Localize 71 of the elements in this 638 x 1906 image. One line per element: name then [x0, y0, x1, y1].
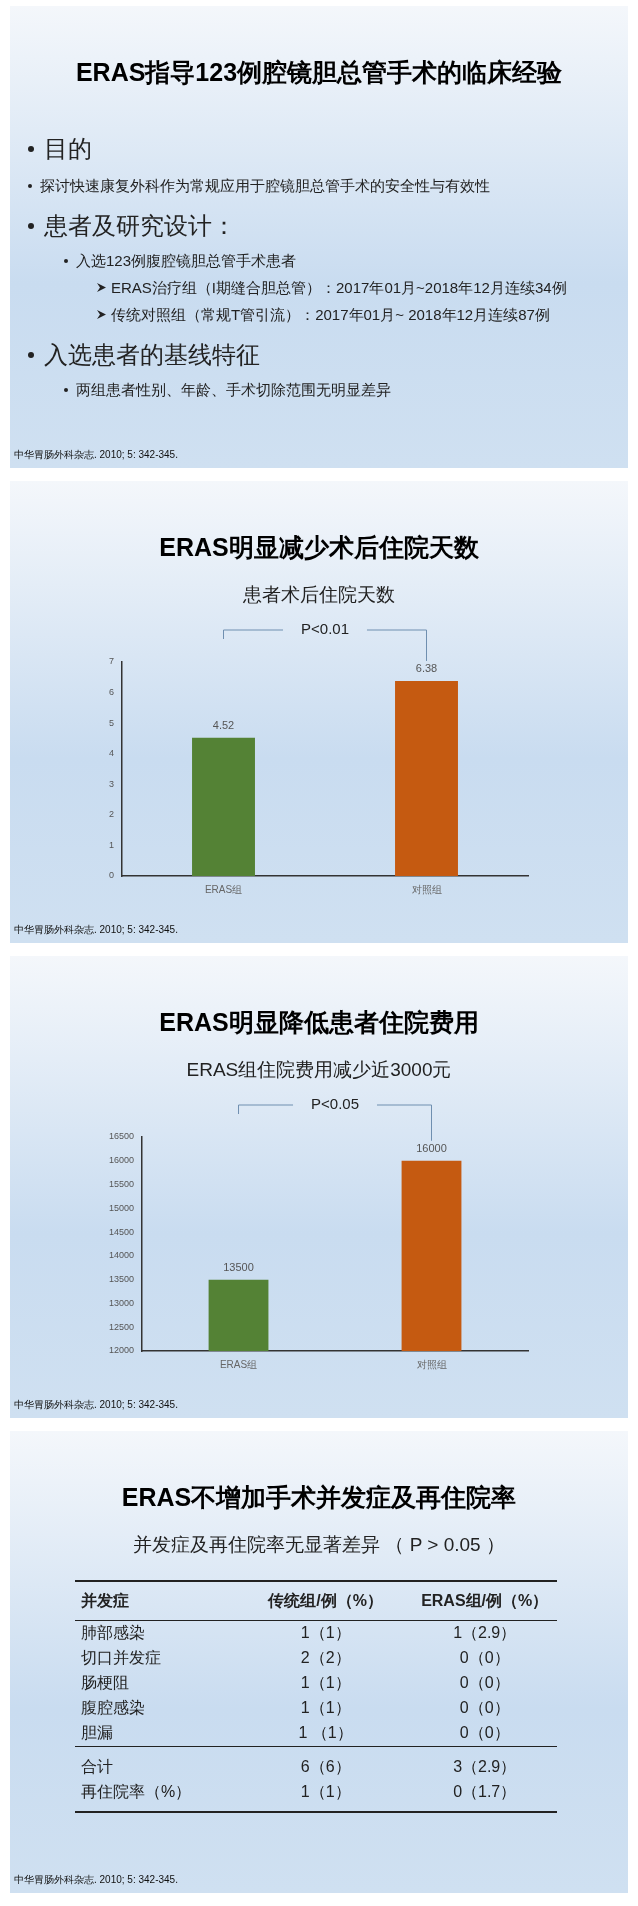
y-tick-label: 4	[108, 748, 115, 759]
text: 1（1）	[238, 1780, 413, 1812]
y-tick-label: 16500	[109, 1131, 135, 1142]
text: 入选患者的基线特征	[44, 341, 260, 368]
data-label: 4.52	[212, 719, 235, 732]
x-tick-label: ERAS组	[219, 1358, 258, 1370]
y-tick-label: 12500	[109, 1321, 135, 1332]
y-tick-label: 15000	[109, 1202, 135, 1213]
text: 传统组/例（%）	[238, 1581, 413, 1621]
data-label: 13500	[223, 1261, 254, 1274]
text: 再住院率（%）	[75, 1780, 239, 1812]
y-tick-label: 12000	[109, 1345, 135, 1356]
text: 肠梗阻	[80, 1673, 130, 1693]
text: 中华胃肠外科杂志. 2010; 5: 342-345.	[14, 1873, 178, 1887]
text: 3（2.9）	[412, 1746, 557, 1780]
y-tick-label: 15500	[109, 1179, 135, 1190]
y-tick-label: 0	[108, 870, 115, 881]
y-tick-label: 2	[108, 809, 115, 820]
text: 中华胃肠外科杂志. 2010; 5: 342-345.	[14, 1398, 178, 1412]
text: 1（1）	[299, 1623, 352, 1643]
text: 0（1.7）	[412, 1780, 557, 1812]
chart-subtitle: 患者术后住院天数	[242, 583, 396, 607]
text: 患者及研究设计：	[44, 212, 236, 239]
y-tick-label: 1	[108, 839, 115, 850]
text: P<0.05	[311, 1095, 359, 1113]
text: 肺部感染	[80, 1623, 146, 1643]
text: 1（1）	[299, 1698, 352, 1718]
text: 目的	[44, 135, 92, 162]
x-tick-label: 对照组	[411, 883, 442, 895]
text: 1 （1）	[297, 1723, 354, 1743]
text: 0（0）	[458, 1698, 511, 1718]
text: 传统对照组（常规T管引流）：2017年01月~ 2018年12月连续87例	[111, 306, 550, 323]
text: 两组患者性别、年龄、手术切除范围无明显差异	[76, 381, 391, 398]
y-tick-label: 7	[108, 656, 115, 667]
text: 6（6）	[238, 1746, 413, 1780]
text: 1（1）	[299, 1673, 352, 1693]
y-tick-label: 16000	[109, 1155, 135, 1166]
text: 2（2）	[299, 1648, 352, 1668]
text: 探讨快速康复外科作为常规应用于腔镜胆总管手术的安全性与有效性	[40, 177, 490, 194]
text: ERAS组/例（%）	[412, 1581, 557, 1621]
x-tick-label: ERAS组	[204, 883, 243, 895]
text: 中华胃肠外科杂志. 2010; 5: 342-345.	[14, 448, 178, 462]
text: ERAS不增加手术并发症及再住院率	[120, 1482, 518, 1513]
text: 0（0）	[458, 1723, 511, 1743]
text: 并发症及再住院率无显著差异 （ P > 0.05 ）	[132, 1533, 506, 1557]
text: 胆漏	[80, 1723, 114, 1743]
text: ERAS指导123例腔镜胆总管手术的临床经验	[74, 57, 564, 88]
text: 0（0）	[458, 1648, 511, 1668]
y-tick-label: 5	[108, 717, 115, 728]
text: P<0.01	[301, 620, 349, 638]
chart-title: ERAS明显降低患者住院费用	[158, 1007, 480, 1038]
y-tick-label: 14500	[109, 1226, 135, 1237]
y-tick-label: 3	[108, 778, 115, 789]
text: 切口并发症	[80, 1648, 162, 1668]
text: 合计	[75, 1746, 239, 1780]
text: 入选123例腹腔镜胆总管手术患者	[76, 252, 297, 269]
x-tick-label: 对照组	[416, 1358, 447, 1370]
text: 1（2.9）	[452, 1623, 518, 1643]
text: 并发症	[75, 1581, 239, 1621]
data-label: 6.38	[415, 662, 438, 675]
y-tick-label: 13500	[109, 1274, 135, 1285]
y-tick-label: 6	[108, 687, 115, 698]
chart-title: ERAS明显减少术后住院天数	[158, 532, 480, 563]
chart-subtitle: ERAS组住院费用减少近3000元	[185, 1058, 453, 1082]
text: ERAS治疗组（I期缝合胆总管）：2017年01月~2018年12月连续34例	[111, 279, 567, 296]
y-tick-label: 13000	[109, 1297, 135, 1308]
text: 0（0）	[458, 1673, 511, 1693]
text: 腹腔感染	[80, 1698, 146, 1718]
text: 中华胃肠外科杂志. 2010; 5: 342-345.	[14, 923, 178, 937]
data-label: 16000	[416, 1142, 447, 1155]
y-tick-label: 14000	[109, 1250, 135, 1261]
